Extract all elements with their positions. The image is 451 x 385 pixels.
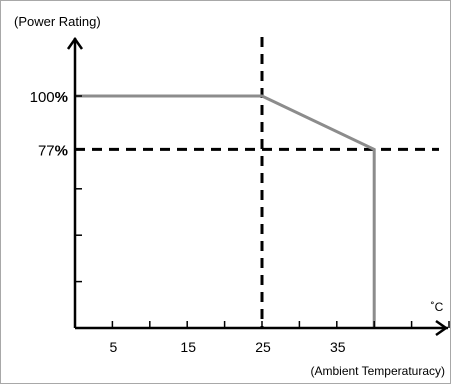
x-tick-label: 15 bbox=[180, 339, 196, 355]
axes bbox=[66, 36, 449, 337]
tick-labels: 5 15 25 35 100% 77% bbox=[30, 89, 346, 355]
x-unit-label: ˚C bbox=[431, 300, 444, 314]
y-tick-label: 77% bbox=[38, 142, 68, 159]
derating-curve-line bbox=[75, 94, 376, 328]
y-axis-label: (Power Rating) bbox=[14, 14, 101, 29]
x-axis-arrow bbox=[435, 319, 449, 337]
x-tick-label: 5 bbox=[110, 339, 118, 355]
x-tick-label: 35 bbox=[330, 339, 346, 355]
x-axis-label: (Ambient Temperaturacy) bbox=[311, 364, 446, 378]
x-tick-label: 25 bbox=[255, 339, 271, 355]
y-tick-label: 100% bbox=[30, 89, 68, 106]
derating-curve-group bbox=[75, 94, 376, 328]
reference-lines bbox=[75, 37, 439, 328]
tick-marks bbox=[75, 95, 450, 328]
y-axis-arrow bbox=[66, 36, 84, 50]
